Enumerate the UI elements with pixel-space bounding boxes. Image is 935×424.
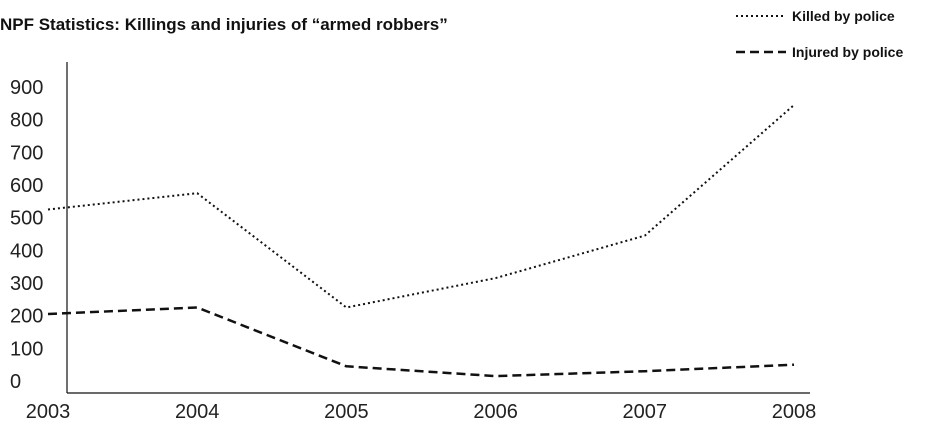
x-tick-label: 2004 [175, 401, 220, 423]
y-tick-label: 600 [10, 175, 43, 197]
series-line-1 [47, 306, 795, 378]
x-tick-label: 2005 [324, 401, 369, 423]
y-tick-label: 300 [10, 273, 43, 295]
y-tick-label: 200 [10, 306, 43, 328]
y-tick-label: 500 [10, 208, 43, 230]
y-tick-label: 800 [10, 110, 43, 132]
x-tick-label: 2008 [772, 401, 817, 423]
y-tick-label: 100 [10, 338, 43, 360]
y-tick-label: 700 [10, 142, 43, 164]
x-tick-label: 2003 [26, 401, 71, 423]
x-axis-ticks: 2003 2004 2005 2006 2007 2008 [26, 401, 817, 423]
legend-label-1: Injured by police [792, 44, 903, 60]
y-tick-label: 900 [10, 77, 43, 99]
series-lines [47, 104, 795, 378]
y-tick-label: 400 [10, 240, 43, 262]
y-tick-label: 0 [10, 371, 21, 393]
series-line-0 [47, 104, 795, 309]
chart-title: NPF Statistics: Killings and injuries of… [0, 15, 448, 34]
y-axis-ticks: 0 100 200 300 400 500 600 700 800 900 [10, 77, 43, 393]
legend-label-0: Killed by police [792, 8, 895, 24]
legend: Killed by police Injured by police [736, 8, 903, 60]
x-tick-label: 2006 [473, 401, 518, 423]
x-tick-label: 2007 [623, 401, 668, 423]
